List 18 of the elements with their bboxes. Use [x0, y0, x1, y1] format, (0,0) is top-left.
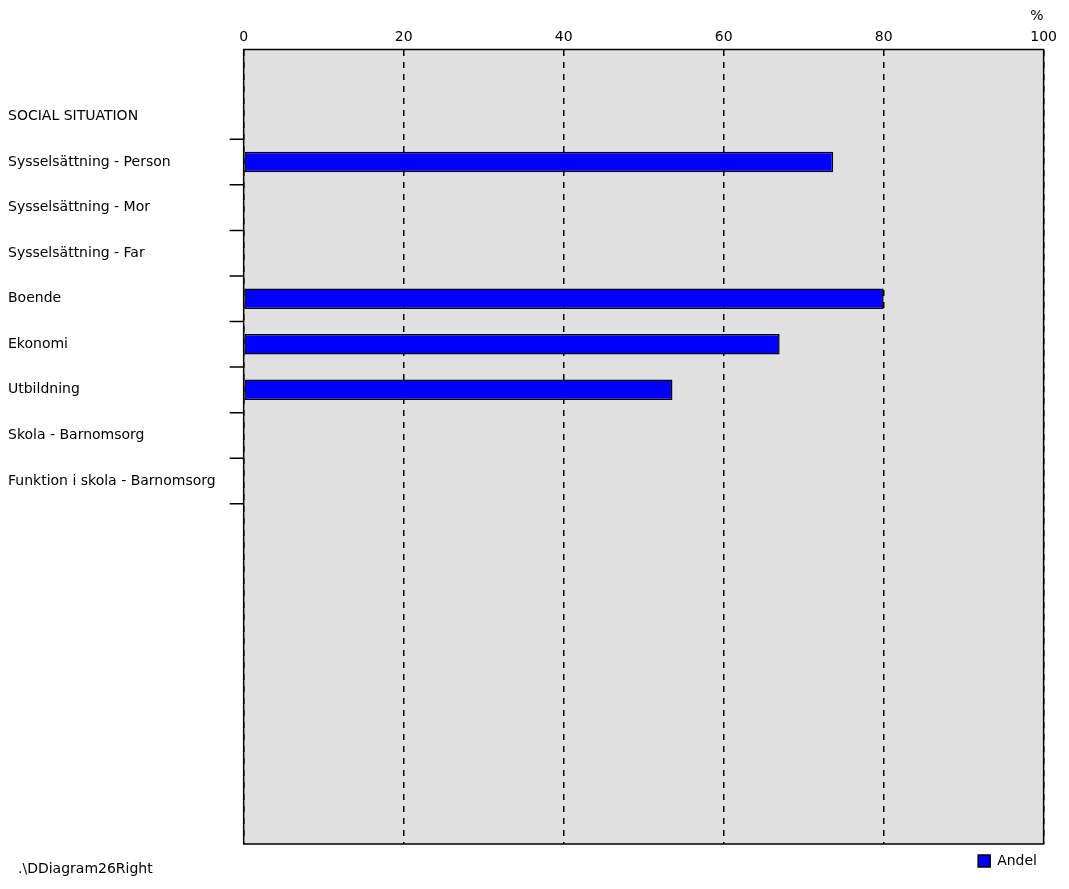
y-tick-label: Sysselsättning - Far: [8, 243, 145, 260]
y-tick-label: Funktion i skola - Barnomsorg: [8, 471, 216, 488]
y-tick-label: Utbildning: [8, 380, 80, 397]
y-tick-label: Sysselsättning - Mor: [8, 198, 151, 215]
x-tick-label: 0: [239, 27, 249, 44]
x-tick-label: 60: [714, 27, 733, 44]
y-tick-label: SOCIAL SITUATION: [8, 107, 139, 124]
y-tick-label: Boende: [8, 289, 62, 306]
x-axis-title: %: [1030, 7, 1044, 24]
x-tick-label: 20: [394, 27, 413, 44]
y-tick-label: Ekonomi: [8, 334, 68, 351]
text: .\DDiagram26Right: [18, 859, 154, 876]
x-tick-label: 40: [554, 27, 573, 44]
x-tick-label: 80: [874, 27, 893, 44]
y-tick-label: Skola - Barnomsorg: [8, 426, 145, 443]
x-tick-label: 100: [1030, 27, 1058, 44]
y-tick-label: Sysselsättning - Person: [8, 152, 171, 169]
legend-label: Andel: [997, 851, 1037, 868]
